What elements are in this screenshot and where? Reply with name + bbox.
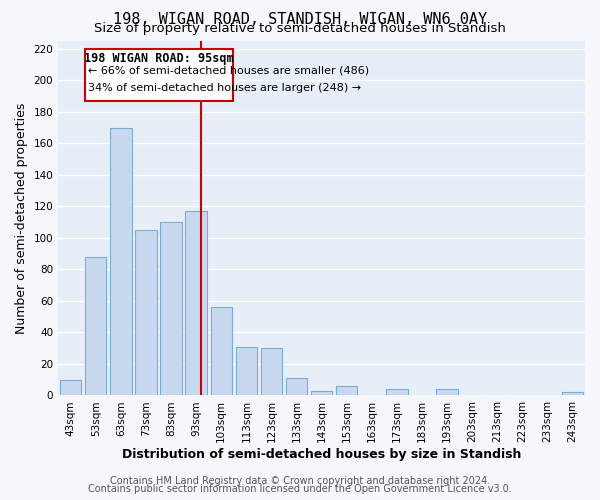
Bar xyxy=(160,222,182,396)
Text: Contains public sector information licensed under the Open Government Licence v3: Contains public sector information licen… xyxy=(88,484,512,494)
Text: 198, WIGAN ROAD, STANDISH, WIGAN, WN6 0AY: 198, WIGAN ROAD, STANDISH, WIGAN, WN6 0A… xyxy=(113,12,487,26)
Text: 34% of semi-detached houses are larger (248) →: 34% of semi-detached houses are larger (… xyxy=(88,84,361,94)
Bar xyxy=(211,307,232,396)
Text: 198 WIGAN ROAD: 95sqm: 198 WIGAN ROAD: 95sqm xyxy=(84,52,233,65)
Bar xyxy=(110,128,131,396)
Bar xyxy=(85,257,106,396)
Text: Contains HM Land Registry data © Crown copyright and database right 2024.: Contains HM Land Registry data © Crown c… xyxy=(110,476,490,486)
Bar xyxy=(286,378,307,396)
Bar xyxy=(336,386,358,396)
X-axis label: Distribution of semi-detached houses by size in Standish: Distribution of semi-detached houses by … xyxy=(122,448,521,461)
Bar xyxy=(60,380,82,396)
Bar xyxy=(236,346,257,396)
FancyBboxPatch shape xyxy=(85,49,233,101)
Bar xyxy=(436,389,458,396)
Text: Size of property relative to semi-detached houses in Standish: Size of property relative to semi-detach… xyxy=(94,22,506,35)
Bar xyxy=(185,211,207,396)
Bar xyxy=(386,389,407,396)
Bar xyxy=(562,392,583,396)
Y-axis label: Number of semi-detached properties: Number of semi-detached properties xyxy=(15,102,28,334)
Text: ← 66% of semi-detached houses are smaller (486): ← 66% of semi-detached houses are smalle… xyxy=(88,66,368,76)
Bar xyxy=(311,390,332,396)
Bar xyxy=(261,348,282,396)
Bar xyxy=(136,230,157,396)
